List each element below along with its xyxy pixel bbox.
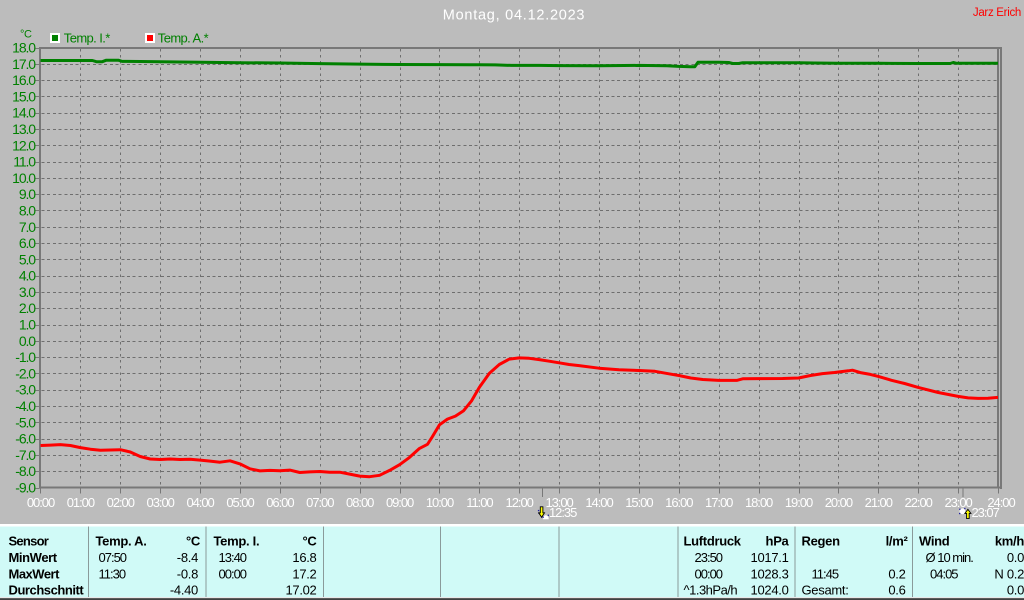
svg-text:21:00: 21:00 (865, 495, 893, 510)
svg-text:^1.3hPa/h: ^1.3hPa/h (684, 583, 738, 598)
svg-text:Jarz Erich: Jarz Erich (973, 7, 1021, 19)
svg-text:-8.4: -8.4 (177, 550, 198, 565)
svg-text:23:50: 23:50 (695, 550, 723, 565)
svg-text:18.0: 18.0 (12, 40, 36, 56)
svg-text:05:00: 05:00 (226, 495, 254, 510)
svg-text:14:00: 14:00 (585, 495, 613, 510)
svg-text:06:00: 06:00 (266, 495, 294, 510)
svg-text:Temp. I.: Temp. I. (214, 534, 260, 549)
svg-text:-4.0: -4.0 (15, 398, 36, 414)
svg-text:07:50: 07:50 (99, 550, 127, 565)
svg-text:3.0: 3.0 (19, 284, 36, 300)
svg-text:Gesamt:: Gesamt: (802, 583, 849, 598)
svg-text:19:00: 19:00 (785, 495, 813, 510)
svg-text:2.0: 2.0 (19, 300, 36, 316)
svg-text:Wind: Wind (919, 534, 950, 549)
svg-text:0.0: 0.0 (19, 333, 36, 349)
svg-text:17.2: 17.2 (292, 566, 316, 581)
svg-text:-7.0: -7.0 (15, 447, 36, 463)
svg-text:9.0: 9.0 (19, 186, 36, 202)
svg-text:-0.8: -0.8 (177, 566, 198, 581)
svg-text:6.0: 6.0 (19, 235, 36, 251)
svg-text:Temp. A.: Temp. A. (96, 534, 147, 549)
svg-text:23:00: 23:00 (944, 495, 972, 510)
svg-text:km/h: km/h (995, 534, 1024, 549)
svg-text:0.0: 0.0 (1007, 550, 1024, 565)
svg-text:8.0: 8.0 (19, 203, 36, 219)
svg-text:Luftdruck: Luftdruck (684, 534, 742, 549)
svg-text:-9.0: -9.0 (15, 480, 36, 496)
svg-text:17.02: 17.02 (285, 583, 316, 598)
svg-text:17:00: 17:00 (705, 495, 733, 510)
svg-text:-2.0: -2.0 (15, 365, 36, 381)
svg-text:20:00: 20:00 (825, 495, 853, 510)
svg-text:0.2: 0.2 (888, 566, 905, 581)
svg-text:10.0: 10.0 (12, 170, 36, 186)
svg-text:02:00: 02:00 (107, 495, 135, 510)
svg-text:-3.0: -3.0 (15, 382, 36, 398)
svg-text:11.0: 11.0 (13, 154, 36, 170)
svg-text:16:00: 16:00 (665, 495, 693, 510)
svg-text:-4.40: -4.40 (170, 583, 198, 598)
svg-text:11:30: 11:30 (99, 566, 126, 581)
svg-text:03:00: 03:00 (147, 495, 175, 510)
svg-text:09:00: 09:00 (386, 495, 414, 510)
svg-text:4.0: 4.0 (19, 268, 36, 284)
svg-text:13:40: 13:40 (219, 550, 247, 565)
svg-text:10:00: 10:00 (426, 495, 454, 510)
svg-text:hPa: hPa (766, 534, 790, 549)
svg-text:16.0: 16.0 (12, 72, 36, 88)
svg-text:Temp. I.*: Temp. I.* (64, 31, 110, 46)
svg-text:Montag, 04.12.2023: Montag, 04.12.2023 (443, 8, 586, 24)
svg-text:Sensor: Sensor (9, 534, 49, 549)
svg-text:13:00: 13:00 (545, 495, 573, 510)
svg-text:18:00: 18:00 (745, 495, 773, 510)
svg-text:04:05: 04:05 (930, 566, 958, 581)
svg-text:N 0.2: N 0.2 (994, 566, 1024, 581)
svg-text:00:00: 00:00 (695, 566, 723, 581)
svg-text:14.0: 14.0 (12, 105, 36, 121)
svg-text:1028.3: 1028.3 (751, 566, 789, 581)
svg-text:1017.1: 1017.1 (751, 550, 789, 565)
svg-text:12:00: 12:00 (506, 495, 534, 510)
svg-text:23:07: 23:07 (972, 505, 1000, 520)
svg-text:0.0: 0.0 (1007, 583, 1024, 598)
svg-text:-1.0: -1.0 (15, 349, 36, 365)
svg-text:24:00: 24:00 (987, 495, 1015, 510)
svg-text:-8.0: -8.0 (15, 463, 36, 479)
svg-text:1.0: 1.0 (19, 317, 36, 333)
svg-text:17.0: 17.0 (12, 56, 36, 72)
svg-text:5.0: 5.0 (19, 251, 36, 267)
svg-text:°C: °C (186, 534, 201, 549)
svg-text:13.0: 13.0 (12, 121, 36, 137)
svg-text:°C: °C (20, 29, 32, 41)
svg-text:00:00: 00:00 (27, 495, 55, 510)
svg-text:-5.0: -5.0 (15, 414, 36, 430)
svg-text:11:00: 11:00 (466, 495, 493, 510)
svg-text:MaxWert: MaxWert (9, 566, 61, 581)
svg-text:12:35: 12:35 (549, 505, 577, 520)
svg-text:-6.0: -6.0 (15, 431, 36, 447)
svg-text:04:00: 04:00 (186, 495, 214, 510)
svg-text:Durchschnitt: Durchschnitt (9, 583, 85, 598)
svg-text:22:00: 22:00 (905, 495, 933, 510)
svg-text:16.8: 16.8 (292, 550, 316, 565)
svg-text:°C: °C (303, 534, 318, 549)
svg-text:11:45: 11:45 (812, 566, 839, 581)
svg-text:0.6: 0.6 (888, 583, 905, 598)
svg-text:00:00: 00:00 (219, 566, 247, 581)
svg-text:Regen: Regen (802, 534, 841, 549)
svg-text:l/m²: l/m² (886, 534, 909, 549)
svg-text:01:00: 01:00 (67, 495, 95, 510)
svg-text:1024.0: 1024.0 (751, 583, 789, 598)
svg-text:Ø 10 min.: Ø 10 min. (926, 550, 974, 565)
svg-text:15:00: 15:00 (625, 495, 653, 510)
svg-text:08:00: 08:00 (346, 495, 374, 510)
svg-text:12.0: 12.0 (12, 137, 36, 153)
svg-text:07:00: 07:00 (306, 495, 334, 510)
svg-text:7.0: 7.0 (19, 219, 36, 235)
svg-text:15.0: 15.0 (12, 88, 36, 104)
svg-text:Temp. A.*: Temp. A.* (158, 31, 209, 46)
svg-text:MinWert: MinWert (9, 550, 58, 565)
